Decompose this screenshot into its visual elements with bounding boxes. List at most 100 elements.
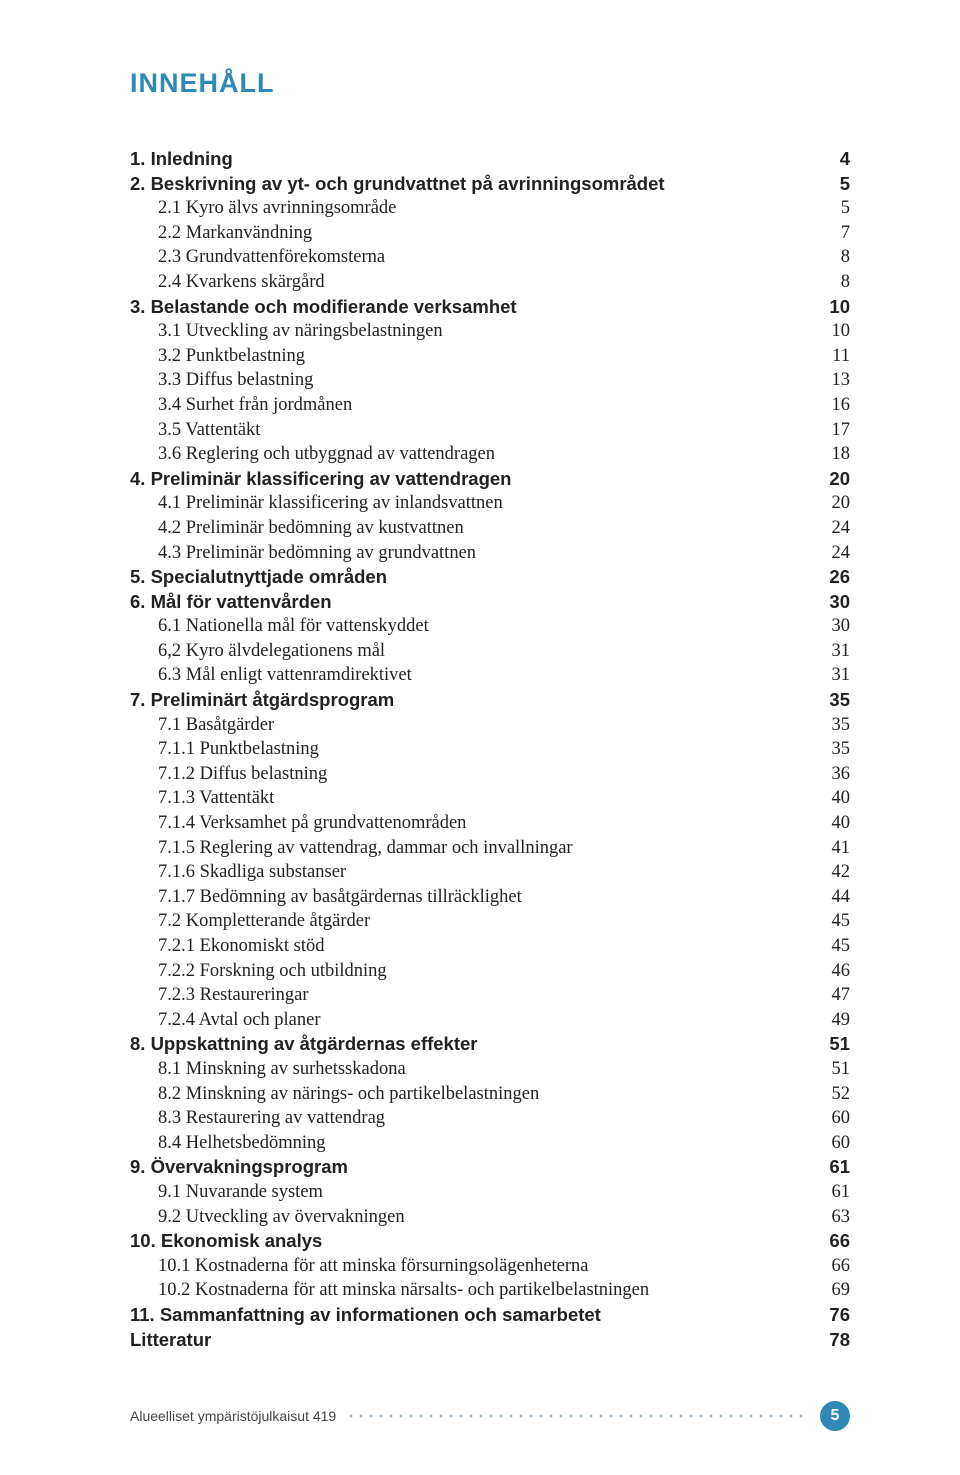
toc-row: Litteratur78 [130, 1328, 850, 1353]
toc-label: 11. Sammanfattning av informationen och … [130, 1303, 794, 1328]
toc-page-number: 31 [794, 639, 850, 664]
toc-row: 2.2 Markanvändning7 [130, 221, 850, 246]
toc-label: 6.3 Mål enligt vattenramdirektivet [130, 663, 794, 688]
toc-row: 3.6 Reglering och utbyggnad av vattendra… [130, 442, 850, 467]
toc-row: 7.1.1 Punktbelastning35 [130, 737, 850, 762]
toc-row: 2.3 Grundvattenförekomsterna8 [130, 245, 850, 270]
toc-row: 4.1 Preliminär klassificering av inlands… [130, 491, 850, 516]
toc-page-number: 61 [794, 1180, 850, 1205]
toc-page-number: 18 [794, 442, 850, 467]
toc-row: 6,2 Kyro älvdelegationens mål31 [130, 639, 850, 664]
toc-label: 5. Specialutnyttjade områden [130, 565, 794, 590]
toc-title: INNEHÅLL [130, 68, 850, 99]
toc-label: 7. Preliminärt åtgärdsprogram [130, 688, 794, 713]
toc-page-number: 60 [794, 1131, 850, 1156]
toc-row: 9.2 Utveckling av övervakningen63 [130, 1205, 850, 1230]
toc-page-number: 45 [794, 934, 850, 959]
toc-label: 6.1 Nationella mål för vattenskyddet [130, 614, 794, 639]
toc-row: 3.5 Vattentäkt17 [130, 418, 850, 443]
toc-page-number: 36 [794, 762, 850, 787]
toc-page-number: 20 [794, 491, 850, 516]
toc-page-number: 11 [794, 344, 850, 369]
toc-row: 8.2 Minskning av närings- och partikelbe… [130, 1082, 850, 1107]
page-footer: Alueelliset ympäristöjulkaisut 419 5 [130, 1401, 850, 1431]
toc-page-number: 30 [794, 590, 850, 615]
toc-label: 8.3 Restaurering av vattendrag [130, 1106, 794, 1131]
toc-page-number: 8 [794, 245, 850, 270]
toc-row: 7.1.3 Vattentäkt40 [130, 786, 850, 811]
toc-label: 7.1.2 Diffus belastning [130, 762, 794, 787]
toc-label: 8.4 Helhetsbedömning [130, 1131, 794, 1156]
toc-page-number: 7 [794, 221, 850, 246]
toc-page-number: 16 [794, 393, 850, 418]
toc-label: 3.3 Diffus belastning [130, 368, 794, 393]
toc-page-number: 52 [794, 1082, 850, 1107]
toc-label: 6,2 Kyro älvdelegationens mål [130, 639, 794, 664]
toc-row: 4.2 Preliminär bedömning av kustvattnen2… [130, 516, 850, 541]
toc-label: 3. Belastande och modifierande verksamhe… [130, 295, 794, 320]
toc-row: 7.1.7 Bedömning av basåtgärdernas tillrä… [130, 885, 850, 910]
toc-row: 7.1.5 Reglering av vattendrag, dammar oc… [130, 836, 850, 861]
toc-page-number: 42 [794, 860, 850, 885]
toc-row: 4.3 Preliminär bedömning av grundvattnen… [130, 541, 850, 566]
toc-row: 5. Specialutnyttjade områden26 [130, 565, 850, 590]
toc-page-number: 35 [794, 737, 850, 762]
toc-page-number: 51 [794, 1057, 850, 1082]
toc-label: 1. Inledning [130, 147, 794, 172]
toc-label: 7.2.4 Avtal och planer [130, 1008, 794, 1033]
toc-row: 7.1.6 Skadliga substanser42 [130, 860, 850, 885]
toc-page-number: 5 [794, 196, 850, 221]
toc-page-number: 26 [794, 565, 850, 590]
toc-page-number: 49 [794, 1008, 850, 1033]
publication-name: Alueelliset ympäristöjulkaisut 419 [130, 1408, 336, 1424]
toc-label: 3.5 Vattentäkt [130, 418, 794, 443]
toc-page-number: 30 [794, 614, 850, 639]
toc-label: 4. Preliminär klassificering av vattendr… [130, 467, 794, 492]
toc-row: 3.4 Surhet från jordmånen16 [130, 393, 850, 418]
toc-row: 10. Ekonomisk analys66 [130, 1229, 850, 1254]
toc-label: 9.1 Nuvarande system [130, 1180, 794, 1205]
toc-label: 2.3 Grundvattenförekomsterna [130, 245, 794, 270]
dot-leader [346, 1414, 810, 1418]
toc-page-number: 66 [794, 1254, 850, 1279]
toc-page-number: 47 [794, 983, 850, 1008]
page-number-badge: 5 [820, 1401, 850, 1431]
toc-list: 1. Inledning42. Beskrivning av yt- och g… [130, 147, 850, 1352]
toc-label: 3.6 Reglering och utbyggnad av vattendra… [130, 442, 794, 467]
toc-row: 8.1 Minskning av surhetsskadona51 [130, 1057, 850, 1082]
toc-label: 7.2.1 Ekonomiskt stöd [130, 934, 794, 959]
toc-row: 10.1 Kostnaderna för att minska försurni… [130, 1254, 850, 1279]
toc-row: 7.2.1 Ekonomiskt stöd45 [130, 934, 850, 959]
toc-row: 7. Preliminärt åtgärdsprogram35 [130, 688, 850, 713]
toc-row: 7.2.3 Restaureringar47 [130, 983, 850, 1008]
toc-row: 7.1 Basåtgärder35 [130, 713, 850, 738]
toc-page-number: 76 [794, 1303, 850, 1328]
toc-page-number: 10 [794, 319, 850, 344]
toc-label: 2.2 Markanvändning [130, 221, 794, 246]
toc-row: 6. Mål för vattenvården30 [130, 590, 850, 615]
toc-page-number: 66 [794, 1229, 850, 1254]
page: INNEHÅLL 1. Inledning42. Beskrivning av … [0, 0, 960, 1475]
toc-page-number: 63 [794, 1205, 850, 1230]
toc-row: 2.4 Kvarkens skärgård8 [130, 270, 850, 295]
toc-page-number: 4 [794, 147, 850, 172]
toc-page-number: 35 [794, 688, 850, 713]
toc-row: 4. Preliminär klassificering av vattendr… [130, 467, 850, 492]
toc-page-number: 46 [794, 959, 850, 984]
toc-row: 7.2.4 Avtal och planer49 [130, 1008, 850, 1033]
toc-label: 7.2 Kompletterande åtgärder [130, 909, 794, 934]
toc-page-number: 8 [794, 270, 850, 295]
toc-page-number: 45 [794, 909, 850, 934]
toc-label: 7.1.6 Skadliga substanser [130, 860, 794, 885]
toc-label: 7.1.1 Punktbelastning [130, 737, 794, 762]
toc-row: 2.1 Kyro älvs avrinningsområde5 [130, 196, 850, 221]
toc-label: 2. Beskrivning av yt- och grundvattnet p… [130, 172, 794, 197]
toc-page-number: 24 [794, 516, 850, 541]
toc-label: 10.1 Kostnaderna för att minska försurni… [130, 1254, 794, 1279]
toc-label: 7.1 Basåtgärder [130, 713, 794, 738]
toc-label: 7.2.2 Forskning och utbildning [130, 959, 794, 984]
toc-row: 3.2 Punktbelastning11 [130, 344, 850, 369]
toc-row: 6.1 Nationella mål för vattenskyddet30 [130, 614, 850, 639]
toc-row: 10.2 Kostnaderna för att minska närsalts… [130, 1278, 850, 1303]
toc-label: 4.2 Preliminär bedömning av kustvattnen [130, 516, 794, 541]
